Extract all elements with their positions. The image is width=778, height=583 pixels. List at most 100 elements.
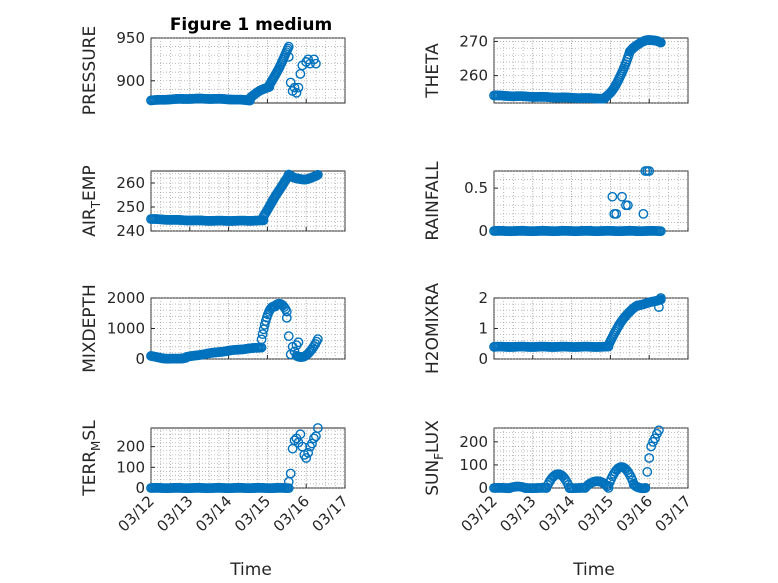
data-point: [310, 58, 321, 69]
y-axis-label: THETA: [423, 43, 443, 99]
subplot-2: 260 270 THETA: [423, 32, 689, 104]
y-tick-label: 900: [116, 72, 145, 90]
data-point: [289, 82, 300, 93]
subplot-7: 0 100 200 TERRMSL 03/1203/1303/1403/1503/160…: [80, 420, 352, 536]
series-markers: [489, 293, 666, 352]
y-tick-label: 100: [116, 458, 145, 476]
y-axis-label: RAINFALL: [423, 161, 443, 241]
x-tick-label: 03/15: [574, 492, 617, 535]
y-axis-label: H2OMIXRA: [423, 283, 443, 374]
grid: [150, 428, 346, 489]
data-point: [257, 329, 268, 340]
y-tick-label: 0.5: [464, 179, 488, 197]
y-tick-label: 1000: [107, 320, 145, 338]
data-point: [301, 453, 312, 463]
y-tick-label: 0: [135, 350, 145, 368]
y-tick-label: 0: [478, 222, 488, 240]
data-point: [655, 293, 666, 303]
grid: [493, 170, 689, 232]
x-tick-label: 03/13: [153, 492, 196, 535]
data-point: [623, 467, 634, 478]
figure-title: Figure 1 medium: [170, 15, 332, 35]
y-tick-label: 0: [478, 350, 488, 368]
data-point: [307, 438, 317, 449]
series-markers: [146, 423, 323, 494]
x-tick-label: 03/15: [231, 492, 274, 535]
grid: [493, 427, 689, 489]
data-point: [644, 166, 655, 176]
y-tick-label: 270: [459, 32, 488, 50]
data-point: [655, 226, 666, 237]
data-point: [607, 191, 618, 202]
y-tick-label: 100: [459, 456, 488, 474]
x-tick-label: 03/14: [192, 492, 235, 535]
series-markers: [146, 41, 321, 106]
series-markers: [146, 169, 323, 226]
series-markers: [489, 166, 666, 237]
data-point: [640, 483, 651, 493]
data-point: [642, 466, 653, 477]
data-point: [283, 51, 294, 62]
data-point: [291, 87, 302, 98]
x-tick-label: 03/17: [309, 492, 352, 535]
subplot-3: 240 250 260 AIRTEMP: [80, 165, 346, 240]
data-point: [312, 334, 323, 345]
subplot-6: 0 1 2 H2OMIXRA: [423, 283, 689, 374]
y-axis-label: MIXDEPTH: [80, 284, 100, 373]
x-tick-label: 03/13: [496, 492, 539, 535]
data-point: [289, 346, 300, 357]
data-point: [622, 200, 633, 211]
y-tick-label: 2000: [107, 289, 145, 307]
data-point: [644, 453, 655, 463]
data-point: [650, 433, 660, 444]
data-point: [281, 312, 292, 323]
y-tick-label: 260: [459, 67, 488, 85]
data-point: [293, 337, 304, 348]
series-markers: [489, 425, 664, 494]
x-tick-label: 03/12: [458, 492, 501, 535]
x-tick-label: 03/12: [115, 492, 158, 535]
grid: [150, 171, 346, 232]
data-point: [312, 423, 323, 433]
data-point: [617, 191, 627, 202]
data-point: [654, 302, 664, 313]
y-axis-label: PRESSURE: [80, 26, 100, 115]
data-point: [295, 429, 306, 440]
subplot-1: 900 950 PRESSURE: [80, 26, 346, 115]
data-point: [256, 334, 267, 345]
data-point: [303, 447, 314, 458]
x-tick-label: 03/14: [535, 492, 578, 535]
data-point: [283, 483, 294, 494]
y-tick-label: 0: [478, 479, 488, 497]
x-axis-label-left: Time: [229, 560, 272, 580]
y-tick-label: 200: [459, 433, 488, 451]
y-tick-label: 260: [116, 174, 145, 192]
data-point: [309, 433, 319, 444]
data-point: [638, 208, 649, 219]
y-tick-label: 250: [116, 198, 145, 216]
subplot-grid: 900 950 PRESSURE 260 270 THETA 240 250 260 AIRTEM…: [80, 26, 695, 536]
subplot-5: 0 1000 2000 MIXDEPTH: [80, 284, 346, 373]
y-tick-label: 1: [478, 320, 488, 338]
series-markers: [489, 35, 666, 104]
y-tick-label: 0: [135, 479, 145, 497]
data-point: [283, 331, 294, 342]
x-tick-label: 03/16: [270, 492, 313, 535]
y-tick-label: 950: [116, 29, 145, 47]
y-tick-label: 2: [478, 289, 488, 307]
subplot-8: 0 100 200 SUNFLUX 03/1203/1303/1403/1503/160…: [423, 420, 695, 536]
y-axis-label: AIRTEMP: [80, 165, 103, 236]
data-point: [655, 37, 666, 48]
series-markers: [146, 298, 323, 364]
data-point: [611, 208, 622, 219]
subplot-4: 0 0.5 RAINFALL: [423, 161, 689, 241]
x-tick-label: 03/16: [613, 492, 656, 535]
y-axis-label: TERRMSL: [80, 420, 103, 497]
x-axis-label-right: Time: [572, 560, 615, 580]
data-point: [560, 474, 571, 485]
y-tick-label: 240: [116, 222, 145, 240]
data-point: [646, 441, 657, 452]
x-tick-label: 03/17: [652, 492, 695, 535]
data-point: [312, 169, 323, 180]
